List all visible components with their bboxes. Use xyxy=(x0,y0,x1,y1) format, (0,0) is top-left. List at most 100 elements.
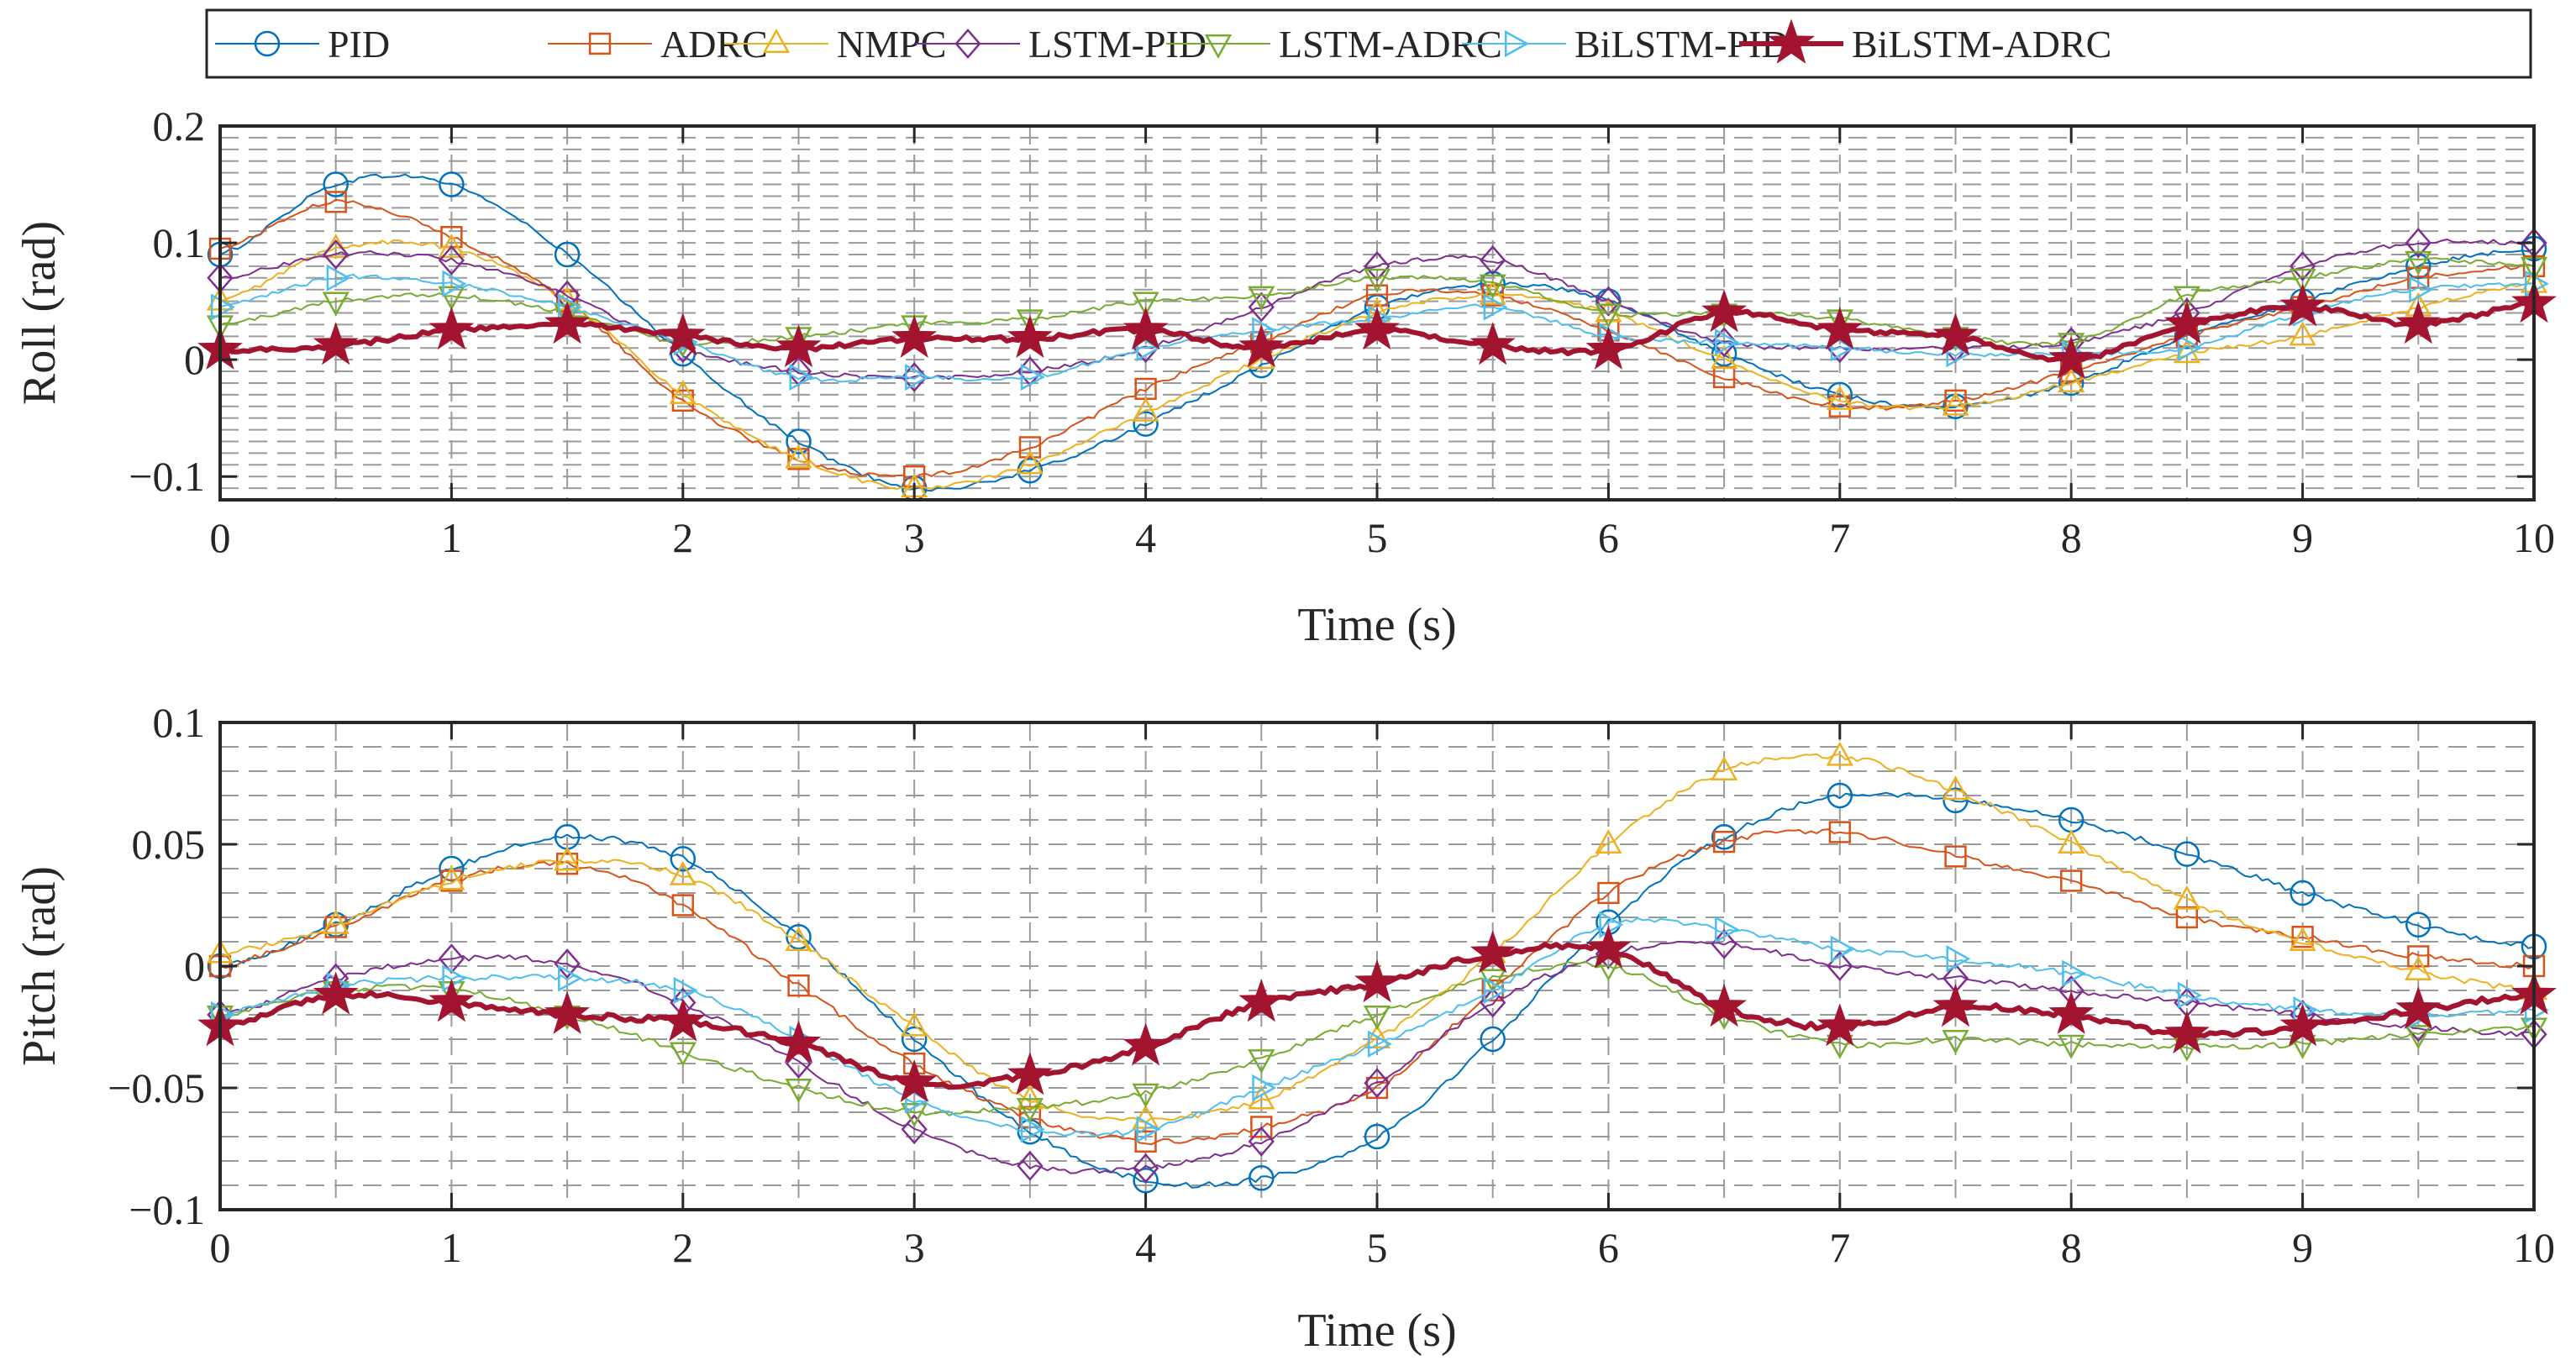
roll-marker-bilstm-adrc xyxy=(1932,313,1979,356)
roll-marker-lstm-adrc xyxy=(2405,250,2432,276)
pitch-marker-bilstm-pid xyxy=(1020,1116,1045,1143)
roll-marker-lstm-pid xyxy=(1364,250,1391,281)
roll-marker-bilstm-adrc xyxy=(1585,326,1632,370)
roll-marker-lstm-adrc xyxy=(1363,268,1391,293)
pitch-marker-adrc xyxy=(1134,1130,1157,1153)
pitch-x-tick-label: 7 xyxy=(1829,1224,1850,1271)
roll-marker-pid xyxy=(323,171,349,197)
roll-x-tick-label: 4 xyxy=(1135,514,1156,561)
roll-x-tick-label: 6 xyxy=(1598,514,1619,561)
pitch-marker-pid xyxy=(670,846,697,872)
pitch-marker-bilstm-adrc xyxy=(428,979,475,1022)
pitch-marker-lstm-adrc xyxy=(669,1042,697,1067)
roll-marker-bilstm-adrc xyxy=(660,313,706,356)
pitch-x-tick-label: 10 xyxy=(2513,1224,2555,1271)
roll-marker-pid xyxy=(1017,458,1044,484)
roll-marker-nmpc xyxy=(438,234,465,259)
roll-x-tick-label: 7 xyxy=(1829,514,1850,561)
pitch-marker-pid xyxy=(1827,782,1853,809)
pitch-marker-nmpc xyxy=(1595,829,1622,854)
legend-label-bilstm-adrc: BiLSTM-ADRC xyxy=(1852,23,2111,66)
roll-y-tick-label: −0.1 xyxy=(129,453,205,500)
roll-line-adrc xyxy=(219,198,2535,480)
pitch-series-adrc xyxy=(208,821,2546,1153)
roll-marker-pid xyxy=(1711,340,1737,367)
legend-marker-bilstm-pid xyxy=(1504,29,1529,58)
pitch-marker-lstm-adrc xyxy=(1248,1049,1275,1074)
pitch-marker-adrc xyxy=(2522,954,2546,978)
pitch-x-tick-label: 0 xyxy=(210,1224,231,1271)
pitch-marker-nmpc xyxy=(2173,885,2201,910)
roll-marker-lstm-pid xyxy=(2289,250,2316,281)
pitch-grid xyxy=(220,722,2534,1211)
pitch-marker-bilstm-pid xyxy=(1483,976,1508,1005)
roll-marker-nmpc xyxy=(1710,344,1738,370)
roll-y-axis-label: Roll (rad) xyxy=(13,221,66,405)
pitch-marker-bilstm-pid xyxy=(2177,981,2202,1009)
pitch-marker-pid xyxy=(554,824,581,850)
pitch-marker-adrc xyxy=(1712,830,1736,854)
pitch-marker-adrc xyxy=(903,1052,926,1075)
pitch-marker-nmpc xyxy=(1710,756,1738,781)
roll-marker-lstm-adrc xyxy=(2173,286,2201,311)
pitch-marker-adrc xyxy=(208,954,232,978)
roll-marker-bilstm-adrc xyxy=(2395,301,2442,344)
roll-marker-bilstm-pid xyxy=(210,293,235,321)
pitch-marker-adrc xyxy=(2060,869,2083,892)
pitch-marker-bilstm-pid xyxy=(1252,1074,1277,1102)
pitch-marker-nmpc xyxy=(1363,1024,1391,1049)
roll-marker-pid xyxy=(439,171,465,197)
pitch-marker-adrc xyxy=(1944,845,1967,868)
pitch-y-tick-label: 0.1 xyxy=(153,699,206,746)
pitch-marker-bilstm-adrc xyxy=(1007,1052,1053,1095)
legend-marker-adrc xyxy=(588,32,612,55)
roll-marker-lstm-adrc xyxy=(438,286,465,311)
pitch-y-tick-label: −0.05 xyxy=(108,1064,205,1111)
roll-marker-bilstm-pid xyxy=(1715,328,1740,356)
pitch-marker-bilstm-pid xyxy=(1946,945,1971,973)
pitch-marker-nmpc xyxy=(901,1011,928,1037)
roll-marker-lstm-pid xyxy=(1595,286,1622,317)
roll-marker-bilstm-adrc xyxy=(1701,289,1748,333)
pitch-marker-bilstm-adrc xyxy=(1238,979,1285,1022)
roll-series-lstm-pid xyxy=(207,228,2547,392)
roll-marker-lstm-adrc xyxy=(1132,292,1159,317)
pitch-marker-pid xyxy=(2174,841,2200,867)
roll-marker-lstm-adrc xyxy=(1248,286,1275,311)
pitch-x-axis-label: Time (s) xyxy=(1297,1305,1456,1357)
roll-marker-bilstm-pid xyxy=(1946,340,1971,368)
roll-marker-bilstm-pid xyxy=(326,264,351,292)
roll-x-tick-label: 8 xyxy=(2061,514,2082,561)
roll-marker-bilstm-pid xyxy=(1136,334,1161,362)
pitch-marker-pid xyxy=(786,924,812,950)
roll-marker-adrc xyxy=(208,237,232,260)
legend-label-pid: PID xyxy=(328,23,390,66)
roll-marker-bilstm-adrc xyxy=(891,314,938,358)
pitch-marker-lstm-adrc xyxy=(785,1078,812,1103)
legend: PID ADRC NMPC LSTM-PID LSTM-ADRC BiLSTM-PID Bi… xyxy=(205,8,2532,79)
roll-marker-bilstm-adrc xyxy=(313,322,359,365)
pitch-marker-bilstm-adrc xyxy=(660,998,706,1042)
pitch-marker-lstm-adrc xyxy=(1016,1098,1044,1123)
roll-marker-bilstm-pid xyxy=(1483,293,1508,321)
roll-marker-nmpc xyxy=(1132,397,1159,422)
pitch-marker-bilstm-pid xyxy=(1367,1030,1392,1058)
pitch-marker-bilstm-adrc xyxy=(2395,985,2442,1030)
roll-marker-bilstm-adrc xyxy=(1816,307,1863,350)
pitch-marker-nmpc xyxy=(1826,741,1853,766)
roll-marker-adrc xyxy=(440,225,463,249)
pitch-marker-nmpc xyxy=(2405,955,2432,980)
pitch-marker-lstm-adrc xyxy=(1363,1005,1391,1030)
roll-marker-lstm-pid xyxy=(438,244,465,276)
legend-marker-lstm-pid xyxy=(954,28,981,60)
roll-marker-lstm-adrc xyxy=(1479,274,1506,299)
pitch-x-tick-label: 5 xyxy=(1367,1224,1388,1271)
roll-marker-bilstm-pid xyxy=(1020,363,1045,391)
pitch-marker-lstm-pid xyxy=(554,948,581,980)
pitch-marker-bilstm-adrc xyxy=(2279,1003,2326,1047)
pitch-x-tick-label: 4 xyxy=(1135,1224,1156,1271)
roll-marker-lstm-pid xyxy=(323,239,350,270)
roll-marker-adrc xyxy=(1018,436,1042,459)
pitch-marker-adrc xyxy=(2407,945,2430,968)
